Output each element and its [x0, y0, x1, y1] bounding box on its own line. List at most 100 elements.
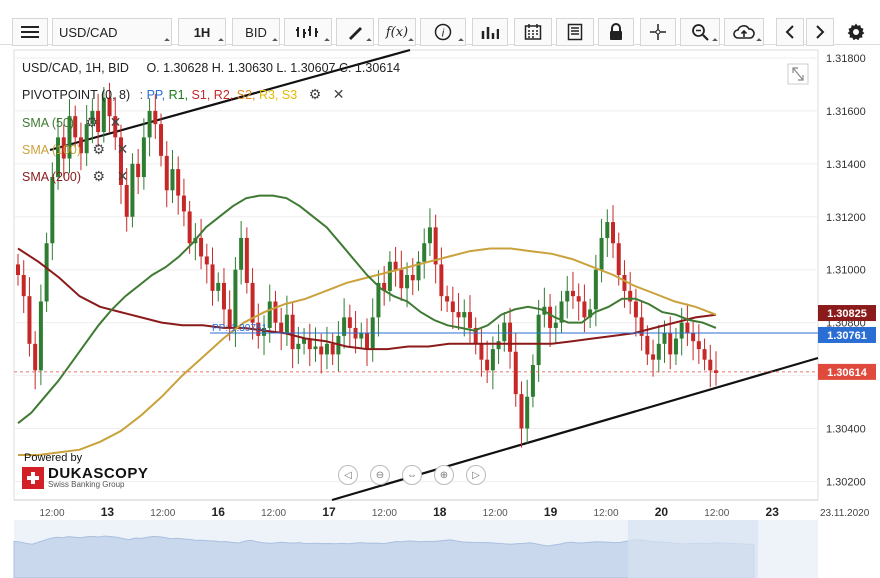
candle-body [450, 301, 455, 313]
candle-body [582, 301, 587, 318]
crosshair-button[interactable] [640, 18, 676, 46]
time-axis: 12:00 13 12:00 16 12:00 17 12:00 18 12:00 19 12:00… [14, 499, 870, 519]
lock-icon [610, 23, 622, 40]
nav-back-button[interactable]: ◁ [338, 465, 358, 485]
timeframe-selector[interactable]: 1H [178, 18, 226, 46]
sma100-settings-icon[interactable]: ⚙ [92, 141, 106, 157]
candle-body [90, 110, 95, 125]
candle-body [393, 261, 398, 270]
sma100-legend[interactable]: SMA (100) ⚙ ✕ [22, 141, 128, 158]
pp-line-label: PP: 1.30761 [212, 323, 267, 334]
candle-body [50, 177, 55, 244]
dukascopy-logo: DUKASCOPY Swiss Banking Group [22, 466, 148, 489]
candle-body [107, 97, 112, 117]
pivot-close-icon[interactable]: ✕ [332, 86, 345, 102]
instrument-selector[interactable]: USD/CAD [52, 18, 172, 46]
cloud-button[interactable] [724, 18, 764, 46]
draw-button[interactable] [336, 18, 374, 46]
candle-body [479, 343, 484, 360]
candle-body [187, 211, 192, 244]
timeframe-label: 1H [193, 24, 211, 40]
candle-body [38, 301, 43, 371]
candle-body [313, 346, 318, 350]
sma100-close-icon[interactable]: ✕ [116, 141, 129, 157]
pivot-legend[interactable]: PIVOTPOINT (0, 8) : PP, R1, S1, R2, S2, … [22, 86, 344, 103]
powered-by: Powered by [24, 452, 83, 464]
candle-body [570, 290, 575, 297]
histogram-button[interactable] [472, 18, 508, 46]
zoom-in-icon: ⊕ [439, 469, 449, 481]
pivot-pp: PP, [146, 88, 166, 102]
zoom-out-button[interactable]: ⊖ [370, 465, 390, 485]
zoom-button[interactable] [680, 18, 720, 46]
candle-body [118, 137, 123, 185]
candle-body [559, 301, 564, 323]
candle-body [548, 306, 553, 328]
sma200-legend[interactable]: SMA (200) ⚙ ✕ [22, 168, 128, 185]
x-tick-label: 18 [433, 505, 447, 519]
chart-type-button[interactable] [284, 18, 332, 46]
price-type-label: BID [245, 24, 267, 40]
candle-body [530, 365, 535, 397]
date-label: 23.11.2020 [820, 508, 870, 519]
y-tick-label: 1.31400 [826, 159, 866, 171]
sma50-close-icon[interactable]: ✕ [109, 114, 122, 130]
nav-forward-button[interactable]: ▷ [466, 465, 486, 485]
candle-body [668, 333, 673, 355]
info-button[interactable]: i [420, 18, 466, 46]
calendar-button[interactable] [514, 18, 552, 46]
settings-button[interactable] [840, 18, 872, 46]
x-tick-label: 12:00 [372, 508, 397, 519]
news-button[interactable] [556, 18, 594, 46]
price-type-selector[interactable]: BID [232, 18, 280, 46]
candle-body [651, 354, 656, 360]
sma200-close-icon[interactable]: ✕ [116, 168, 129, 184]
sma50-settings-icon[interactable]: ⚙ [85, 114, 99, 130]
candle-body [605, 222, 610, 238]
candle-body [611, 222, 616, 244]
hamburger-icon [21, 26, 39, 38]
pivot-r1: R1, [168, 88, 189, 102]
candle-body [181, 195, 186, 212]
candle-body [513, 351, 518, 395]
sma100-line [18, 247, 717, 456]
scroll-left-button[interactable] [776, 18, 804, 46]
menu-button[interactable] [12, 18, 48, 46]
nav-forward-icon: ▷ [472, 469, 480, 481]
candle-body [685, 322, 690, 334]
sma50-legend[interactable]: SMA (50) ⚙ ✕ [22, 114, 121, 131]
candle-body [170, 169, 175, 191]
x-tick-label: 12:00 [261, 508, 286, 519]
candle-body [56, 137, 61, 178]
y-tick-label: 1.31600 [826, 106, 866, 118]
lock-button[interactable] [598, 18, 634, 46]
candle-body [16, 264, 20, 275]
candle-body [496, 341, 501, 350]
candle-body [502, 322, 507, 342]
pivot-settings-icon[interactable]: ⚙ [308, 86, 322, 102]
trend-line-upper[interactable] [49, 48, 411, 152]
navigator-window[interactable] [628, 520, 758, 578]
ohlc-header: USD/CAD, 1H, BID O. 1.30628 H. 1.30630 L… [22, 61, 400, 75]
indicators-button[interactable]: f(x) [378, 18, 416, 46]
candle-body [508, 322, 513, 352]
candle-body [199, 237, 204, 257]
candle-body [490, 349, 495, 371]
sma200-settings-icon[interactable]: ⚙ [92, 168, 106, 184]
candle-body [96, 110, 101, 133]
sma200-line [17, 247, 717, 351]
candle-body [410, 275, 415, 281]
zoom-in-button[interactable]: ⊕ [434, 465, 454, 485]
fit-button[interactable]: ⇔ [402, 465, 422, 485]
symbol-line: USD/CAD, 1H, BID [22, 61, 129, 75]
chevron-left-icon [785, 25, 794, 39]
candle-body [485, 359, 490, 371]
pivot-sep: : [139, 88, 144, 102]
sma200-label: SMA (200) [22, 170, 82, 184]
price-axis: 1.31800 1.31600 1.31400 1.31200 1.31000 1.308… [826, 53, 866, 489]
scroll-right-button[interactable] [806, 18, 834, 46]
brand-tagline: Swiss Banking Group [48, 480, 125, 489]
candle-body [376, 282, 381, 318]
top-toolbar: USD/CAD 1H BID f(x) i [0, 0, 880, 46]
